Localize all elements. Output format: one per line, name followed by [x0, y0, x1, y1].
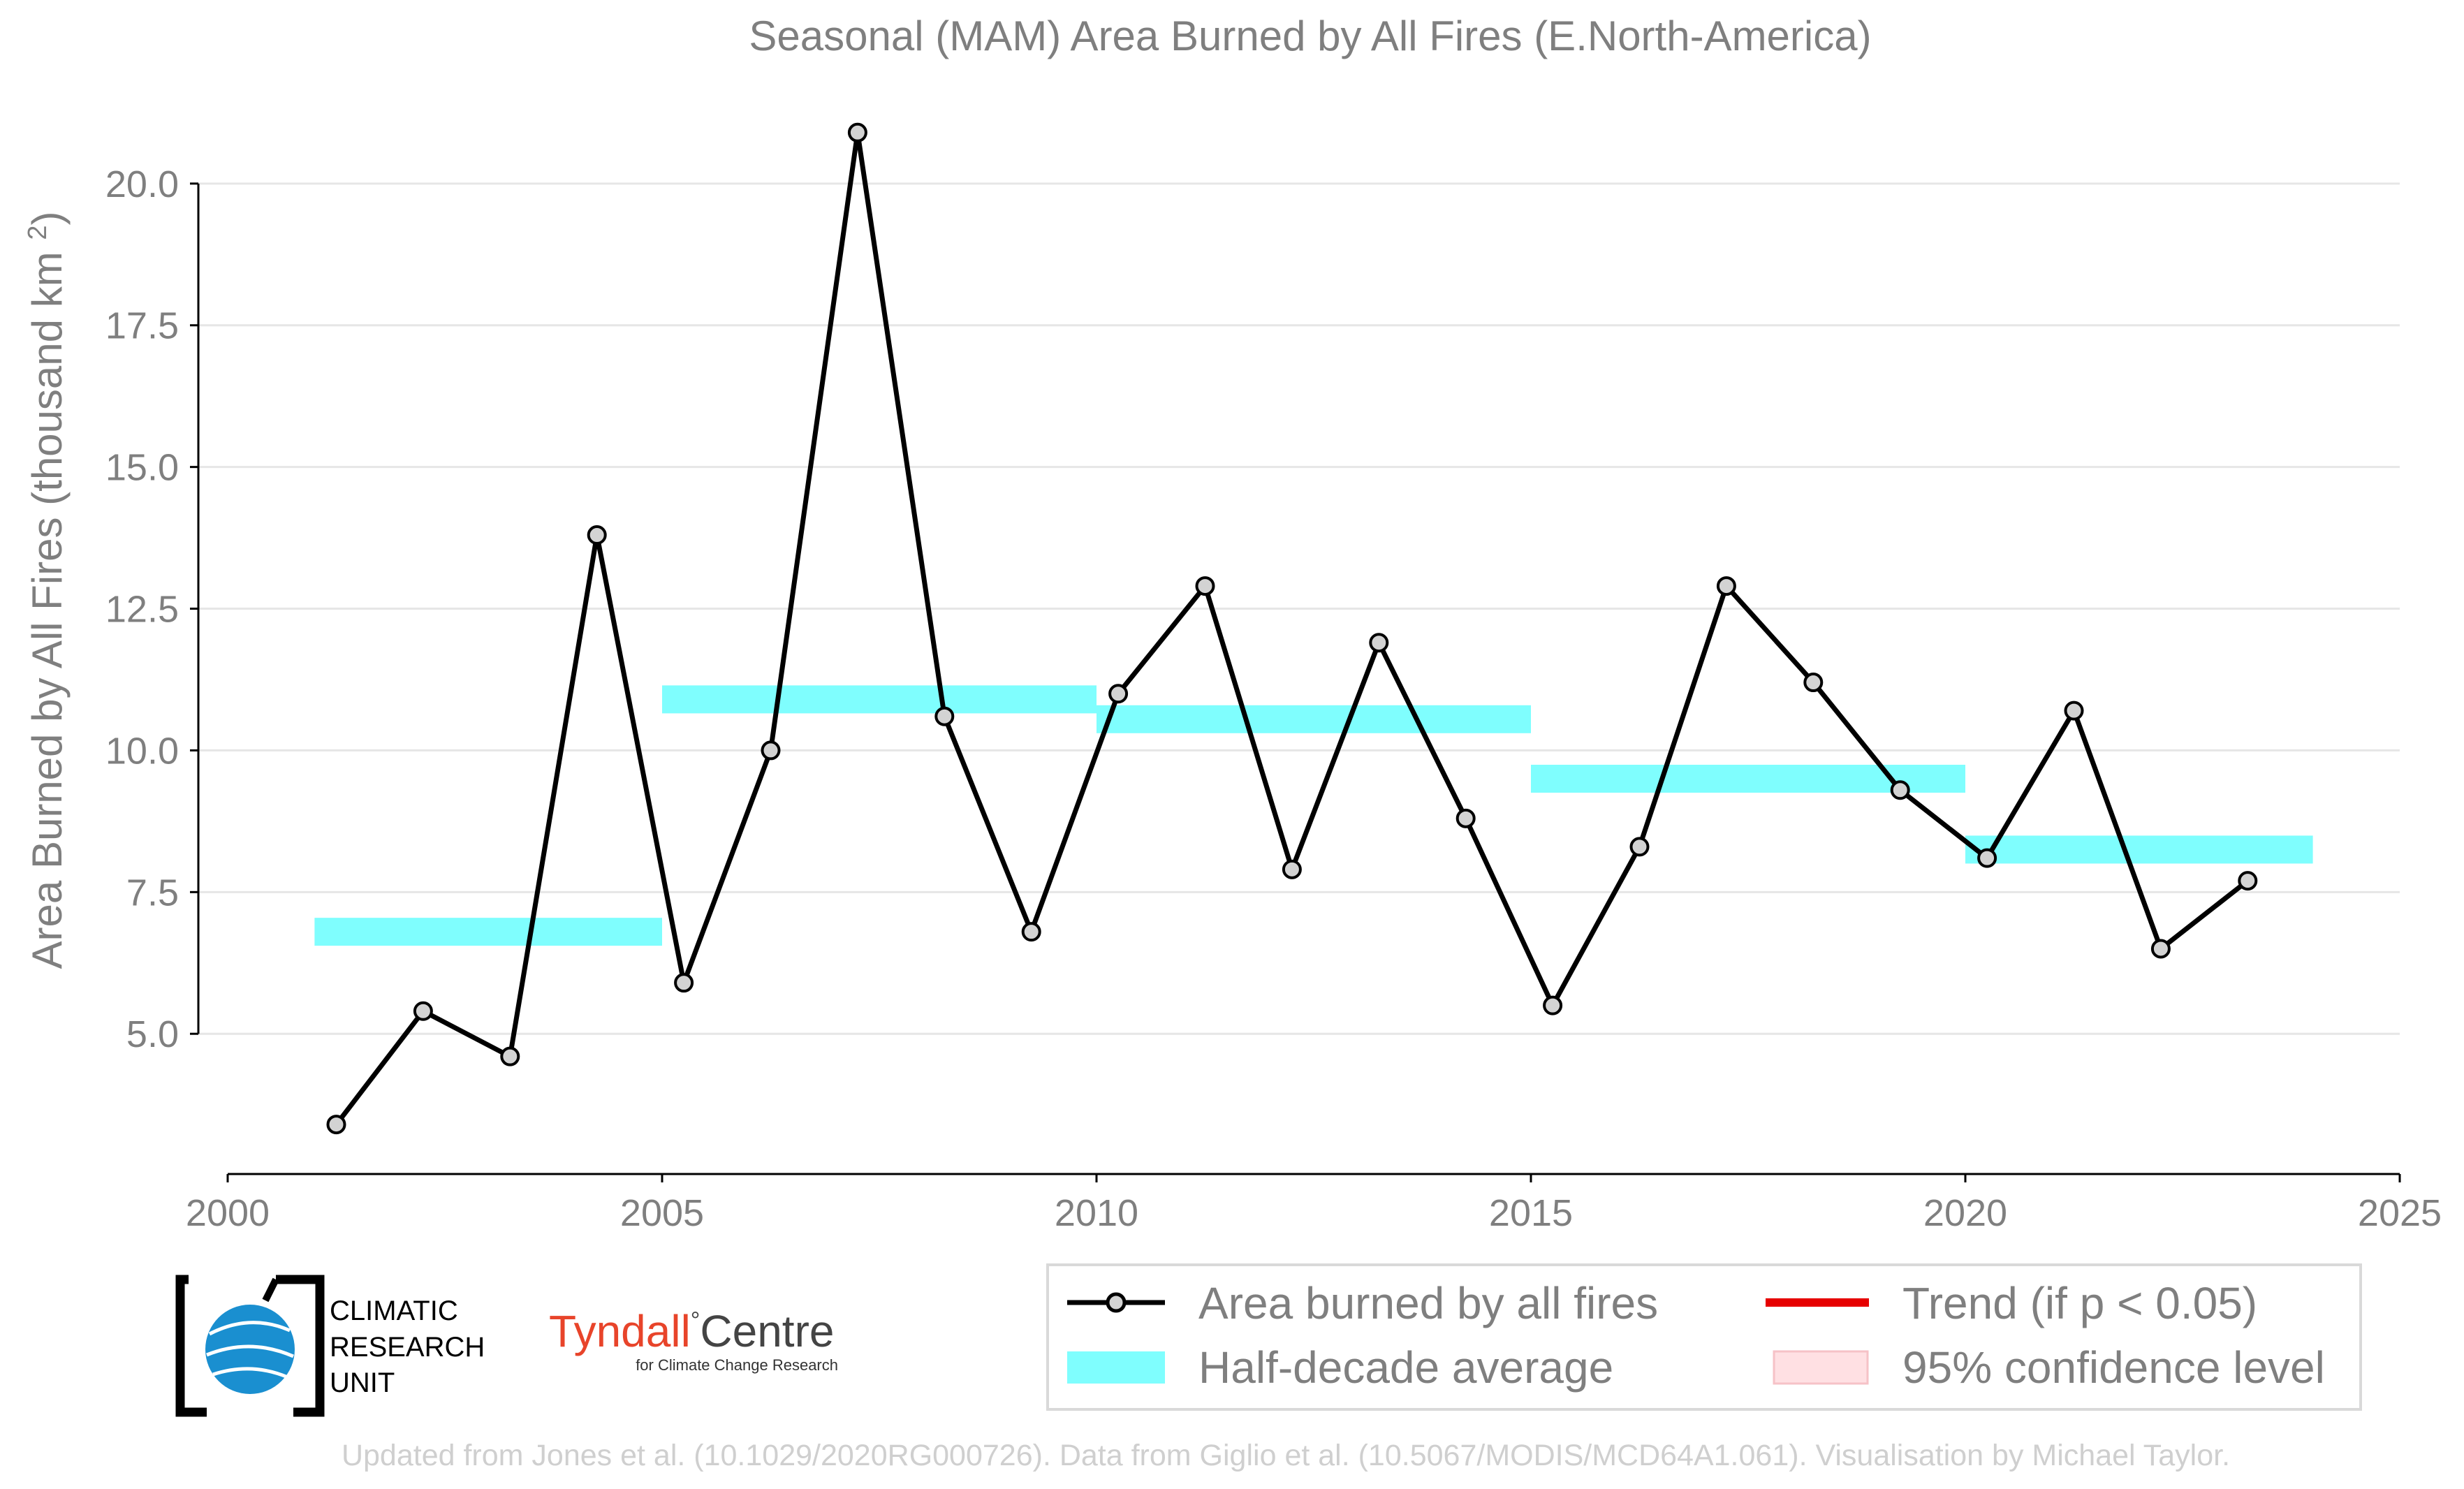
tyndall-degree: °: [691, 1307, 701, 1334]
tyndall-wordmark: Tyndall°Centre: [549, 1306, 834, 1356]
area-burned-point: [1716, 576, 1736, 596]
y-tick-label: 5.0: [126, 1013, 179, 1055]
area-burned-point: [2150, 939, 2171, 959]
legend-label-trend: Trend (if p < 0.05): [1902, 1278, 2257, 1328]
cru-line-3: UNIT: [330, 1367, 395, 1398]
y-axis-label-text: Area Burned by All Fires (thousand km: [24, 251, 71, 969]
x-tick-label: 2000: [186, 1192, 270, 1234]
y-tick-label: 12.5: [105, 589, 179, 631]
tyndall-subtitle: for Climate Change Research: [636, 1356, 838, 1374]
area-burned-point: [934, 706, 955, 726]
legend-label-area-burned: Area burned by all fires: [1198, 1278, 1658, 1328]
area-burned-point: [1108, 684, 1129, 704]
area-burned-point: [2064, 701, 2084, 721]
x-tick-label: 2005: [620, 1192, 704, 1234]
area-burned-point: [1282, 859, 1302, 879]
area-burned-point: [326, 1115, 346, 1135]
y-tick-label: 7.5: [126, 872, 179, 914]
area-burned-point: [1369, 633, 1389, 653]
cru-globe-lines-icon: [206, 1321, 294, 1379]
half-decade-bar: [1097, 705, 1531, 733]
x-tick-label: 2010: [1055, 1192, 1138, 1234]
footer-credits: Updated from Jones et al. (10.1029/2020R…: [342, 1439, 2230, 1472]
legend-marker-area-burned-icon: [1106, 1292, 1127, 1313]
area-burned-series: [326, 122, 2258, 1135]
x-tick-label: 2025: [2358, 1192, 2442, 1234]
area-burned-point: [1629, 837, 1650, 857]
y-axis-label-superscript: 2: [23, 226, 52, 240]
legend-label-half-decade: Half-decade average: [1198, 1342, 1613, 1393]
area-burned-point: [413, 1001, 433, 1021]
area-burned-point: [1977, 848, 1997, 868]
area-burned-line: [334, 132, 2250, 1127]
legend: Area burned by all fires Trend (if p < 0…: [1046, 1263, 2362, 1411]
area-burned-point: [847, 122, 867, 142]
y-tick-label: 10.0: [105, 730, 179, 772]
legend-box: [1046, 1263, 2362, 1411]
area-burned-point: [2238, 871, 2258, 891]
area-burned-point: [1455, 808, 1476, 828]
cru-bracket-left-icon: [175, 1275, 207, 1417]
axis-layer: 5.0 7.5 10.0 12.5 15.0 17.5 20.0 2000 2005 2010 20…: [105, 163, 2442, 1234]
y-axis-label: Area Burned by All Fires (thousand km 2): [23, 212, 71, 969]
y-tick-label: 17.5: [105, 305, 179, 347]
area-burned-point: [500, 1046, 520, 1066]
legend-label-confidence: 95% confidence level: [1902, 1342, 2325, 1393]
x-tick-label: 2015: [1489, 1192, 1573, 1234]
tyndall-word: Tyndall: [549, 1306, 691, 1356]
y-axis-label-end: ): [24, 212, 71, 226]
area-burned-point: [1803, 673, 1824, 693]
area-burned-point: [1890, 780, 1910, 800]
y-tick-label: 15.0: [105, 447, 179, 489]
area-burned-point: [674, 973, 694, 993]
cru-line-1: CLIMATIC: [330, 1296, 458, 1326]
cru-bracket-slash-icon: [262, 1277, 279, 1303]
area-burned-point: [761, 740, 781, 761]
legend-swatch-confidence: [1773, 1350, 1869, 1385]
tyndall-logo: Tyndall°Centre for Climate Change Resear…: [549, 1306, 838, 1374]
x-tick-label: 2020: [1923, 1192, 2007, 1234]
y-tick-label: 20.0: [105, 163, 179, 205]
cru-logo: CLIMATIC RESEARCH UNIT: [175, 1275, 485, 1417]
grid-layer: [198, 182, 2400, 1035]
cru-line-2: RESEARCH: [330, 1332, 485, 1363]
area-burned-point: [1195, 576, 1215, 596]
cru-bracket-right-icon: [276, 1275, 325, 1417]
half-decade-bar: [662, 685, 1097, 714]
legend-swatch-half-decade: [1067, 1351, 1165, 1384]
area-burned-point: [587, 525, 607, 545]
chart-title: Seasonal (MAM) Area Burned by All Fires …: [749, 13, 1871, 59]
tyndall-centre: Centre: [700, 1306, 834, 1356]
half-decade-bar: [1965, 835, 2313, 864]
half-decade-bar: [314, 918, 662, 946]
area-burned-point: [1021, 922, 1041, 942]
area-burned-point: [1543, 995, 1563, 1015]
